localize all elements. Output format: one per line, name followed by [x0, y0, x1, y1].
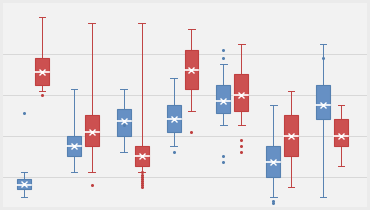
Bar: [85, 115, 99, 146]
Bar: [117, 109, 131, 136]
Bar: [235, 74, 248, 111]
Bar: [185, 50, 198, 89]
Bar: [166, 105, 181, 132]
Bar: [35, 58, 49, 85]
Bar: [216, 85, 231, 113]
Bar: [67, 136, 81, 156]
Bar: [135, 146, 149, 166]
Bar: [17, 178, 31, 189]
Bar: [285, 115, 298, 156]
Bar: [266, 146, 280, 177]
Bar: [334, 119, 348, 146]
Bar: [316, 85, 330, 119]
